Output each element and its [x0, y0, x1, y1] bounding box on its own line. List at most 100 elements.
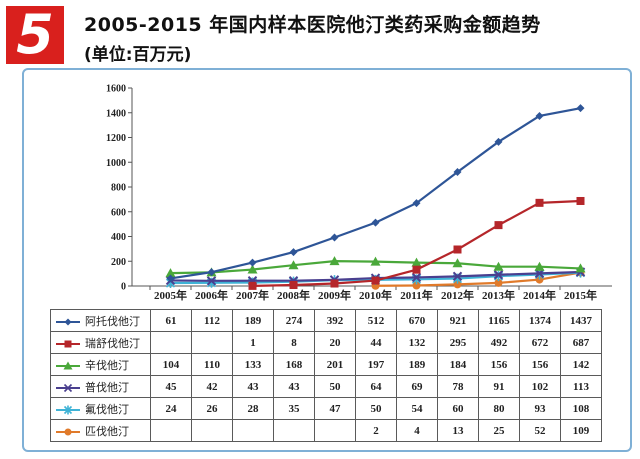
x-tick-label: 2011年 [400, 288, 432, 302]
data-point [165, 268, 176, 278]
data-label: 142 [560, 353, 602, 376]
data-label [314, 419, 356, 442]
legend-marker-icon [56, 340, 80, 347]
data-point [493, 270, 504, 280]
data-label: 44 [355, 331, 397, 354]
y-tick-label: 1000 [106, 158, 126, 169]
table-row: 辛伐他汀 104 110 133 168 201 197 189 184 156 156 142 [50, 353, 602, 376]
x-tick-label: 2014年 [523, 288, 556, 302]
legend-entry: 普伐他汀 [50, 375, 151, 398]
legend-marker-icon [56, 361, 80, 369]
legend-label: 普伐他汀 [85, 380, 129, 394]
data-label: 60 [437, 397, 479, 420]
data-point [166, 274, 175, 283]
data-label: 61 [150, 309, 192, 332]
data-label: 687 [560, 331, 602, 354]
data-label: 69 [396, 375, 438, 398]
data-point [330, 279, 339, 288]
data-point [206, 276, 217, 286]
data-point [371, 218, 380, 227]
data-point [494, 137, 503, 146]
data-point [370, 256, 381, 266]
table-row: 阿托伐他汀 61 112 189 274 392 512 670 921 1165 1374 1437 [50, 309, 602, 332]
data-label: 91 [478, 375, 520, 398]
legend-label: 氟伐他汀 [85, 402, 129, 416]
data-label: 189 [232, 309, 274, 332]
data-point [453, 245, 462, 254]
data-label: 492 [478, 331, 520, 354]
data-label [232, 419, 274, 442]
x-tick-label: 2013年 [482, 288, 515, 302]
legend-entry: 阿托伐他汀 [50, 309, 151, 332]
x-tick-label: 2006年 [195, 288, 228, 302]
x-tick-label: 2005年 [154, 288, 187, 302]
data-label [150, 419, 192, 442]
data-label: 43 [273, 375, 315, 398]
y-tick-label: 400 [111, 232, 126, 243]
y-tick-label: 200 [111, 257, 126, 268]
data-label: 54 [396, 397, 438, 420]
data-label: 50 [314, 375, 356, 398]
data-point [248, 281, 257, 290]
legend-entry: 匹伐他汀 [50, 419, 151, 442]
legend-marker-icon [56, 318, 80, 325]
data-label: 43 [232, 375, 274, 398]
x-tick-label: 2015年 [564, 288, 597, 302]
data-point [289, 248, 298, 257]
data-label: 4 [396, 419, 438, 442]
table-row: 普伐他汀 45 42 43 43 50 64 69 78 91 102 113 [50, 375, 602, 398]
data-label: 112 [191, 309, 233, 332]
x-tick-label: 2010年 [359, 288, 392, 302]
y-tick-label: 800 [111, 183, 126, 194]
table-row: 匹伐他汀 2 4 13 25 52 109 [50, 419, 602, 442]
data-label: 20 [314, 331, 356, 354]
x-tick-label: 2007年 [236, 288, 269, 302]
data-point [535, 111, 544, 120]
data-label: 113 [560, 375, 602, 398]
y-tick-label: 1200 [106, 133, 126, 144]
data-label [150, 331, 192, 354]
data-point [575, 263, 586, 273]
x-tick-label: 2008年 [277, 288, 310, 302]
data-label: 78 [437, 375, 479, 398]
data-label: 8 [273, 331, 315, 354]
legend-label: 瑞舒伐他汀 [85, 336, 140, 350]
data-point [494, 221, 503, 230]
data-label: 197 [355, 353, 397, 376]
legend-entry: 氟伐他汀 [50, 397, 151, 420]
data-label: 80 [478, 397, 520, 420]
data-table: 阿托伐他汀 61 112 189 274 392 512 670 921 1165 1374 1437… [50, 309, 602, 442]
data-label: 156 [519, 353, 561, 376]
data-label: 47 [314, 397, 356, 420]
x-tick-label: 2012年 [441, 288, 474, 302]
data-point [535, 198, 544, 207]
data-point [412, 265, 421, 274]
table-row: 瑞舒伐他汀 1 8 20 44 132 295 492 672 687 [50, 331, 602, 354]
data-label: 93 [519, 397, 561, 420]
legend-marker-icon [56, 428, 80, 435]
data-point [247, 264, 258, 274]
data-label: 201 [314, 353, 356, 376]
legend-entry: 瑞舒伐他汀 [50, 331, 151, 354]
data-point [412, 199, 421, 208]
data-point [329, 256, 340, 266]
data-label: 168 [273, 353, 315, 376]
data-label: 110 [191, 353, 233, 376]
data-point [453, 168, 462, 177]
data-label: 670 [396, 309, 438, 332]
chart-title: 2005-2015 年国内样本医院他汀类药采购金额趋势 [84, 14, 541, 36]
data-label [191, 331, 233, 354]
data-label: 184 [437, 353, 479, 376]
data-point [411, 257, 422, 267]
legend-marker-icon [56, 383, 80, 392]
data-point [534, 268, 545, 279]
y-tick-label: 1600 [106, 84, 126, 95]
data-label: 132 [396, 331, 438, 354]
data-label: 35 [273, 397, 315, 420]
data-label: 26 [191, 397, 233, 420]
data-label: 13 [437, 419, 479, 442]
data-point [452, 258, 463, 268]
data-label: 108 [560, 397, 602, 420]
data-label: 189 [396, 353, 438, 376]
data-label [273, 419, 315, 442]
